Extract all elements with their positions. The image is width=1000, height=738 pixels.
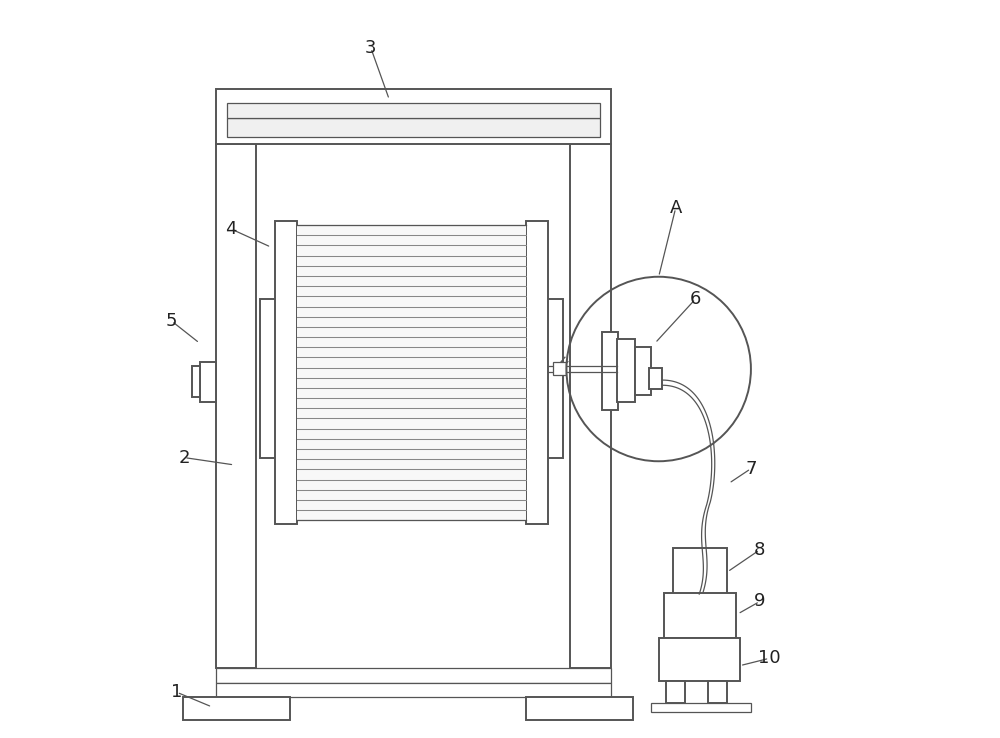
Text: 10: 10	[758, 649, 781, 667]
Text: 2: 2	[178, 449, 190, 466]
Text: 3: 3	[365, 39, 377, 57]
Text: 7: 7	[745, 460, 757, 477]
Bar	[570, 144, 611, 668]
Bar	[227, 118, 600, 137]
Bar	[708, 681, 727, 703]
Text: 5: 5	[166, 312, 177, 330]
Bar	[651, 703, 751, 712]
Text: 8: 8	[754, 541, 765, 559]
Bar	[297, 225, 526, 520]
Bar	[673, 548, 727, 594]
Bar	[553, 362, 566, 375]
Bar	[216, 668, 611, 683]
Bar	[659, 638, 740, 681]
Bar	[635, 347, 651, 395]
Bar	[216, 144, 256, 668]
Text: A: A	[669, 199, 682, 217]
Text: 4: 4	[225, 220, 236, 238]
Bar	[546, 299, 563, 458]
Bar	[192, 366, 200, 397]
Text: 6: 6	[690, 290, 701, 308]
Bar	[183, 697, 290, 720]
Bar	[649, 368, 662, 389]
Bar	[216, 683, 611, 697]
Text: 1: 1	[171, 683, 182, 701]
Bar	[227, 103, 600, 118]
Bar	[526, 221, 548, 524]
Bar	[666, 681, 684, 703]
Bar	[260, 299, 276, 458]
Bar	[602, 332, 618, 410]
Bar	[526, 697, 633, 720]
Bar	[216, 89, 611, 144]
Text: 9: 9	[754, 593, 766, 610]
Bar	[664, 593, 736, 638]
Bar	[200, 362, 216, 402]
Bar	[275, 221, 297, 524]
Bar	[617, 339, 635, 402]
